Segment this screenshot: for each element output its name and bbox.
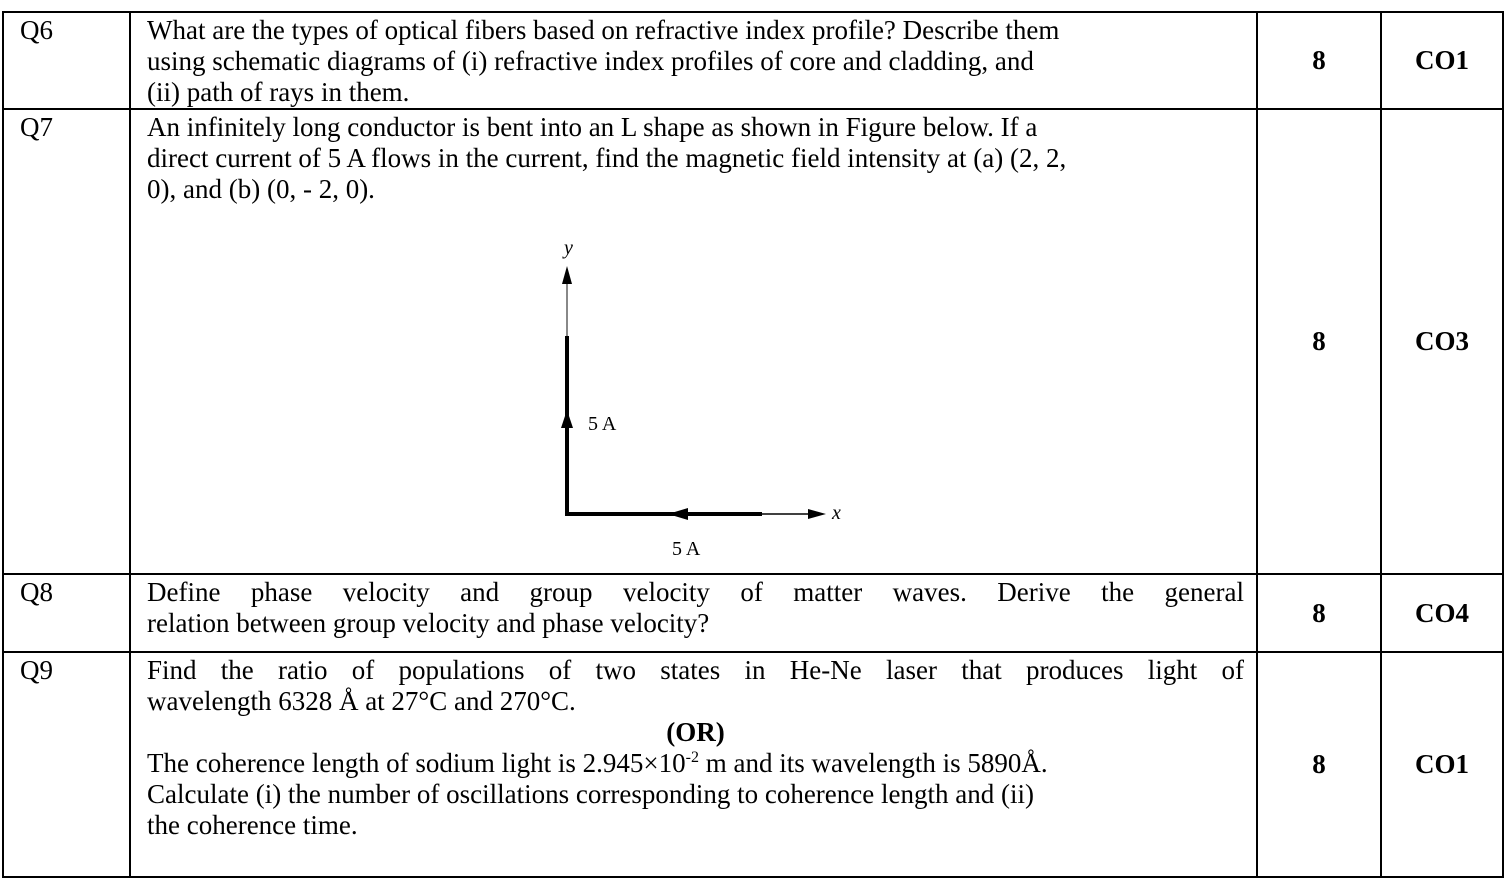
question-text: Find the ratio of populations of two sta… [129,651,1258,878]
text-line: direct current of 5 A flows in the curre… [147,143,1067,173]
text-line: Calculate (i) the number of oscillations… [147,779,1034,809]
question-number: Q9 [2,651,131,878]
question-number: Q6 [2,11,131,110]
text-line: 0), and (b) (0, - 2, 0). [147,174,375,204]
course-outcome: CO4 [1380,573,1504,653]
text: m and its wavelength is 5890Å. [698,748,1048,778]
question-number: Q8 [2,573,131,653]
text-line: An infinitely long conductor is bent int… [147,112,1038,142]
marks: 8 [1256,108,1382,575]
question-text: Define phase velocity and group velocity… [129,573,1258,653]
text-line: using schematic diagrams of (i) refracti… [147,46,1034,76]
text: The coherence length of sodium light is … [147,748,686,778]
row: Q8 Define phase velocity and group veloc… [2,573,1504,653]
course-outcome: CO3 [1380,108,1504,575]
text-line: The coherence length of sodium light is … [147,748,1244,779]
question-table: Q6 What are the types of optical fibers … [2,11,1504,878]
row: Q7 An infinitely long conductor is bent … [2,108,1504,575]
text-line: Define phase velocity and group velocity… [147,577,1244,607]
marks: 8 [1256,573,1382,653]
marks: 8 [1256,651,1382,878]
text-line: the coherence time. [147,810,358,840]
text-line: What are the types of optical fibers bas… [147,15,1060,45]
text-line: (ii) path of rays in them. [147,77,410,107]
row: Q9 Find the ratio of populations of two … [2,651,1504,878]
row: Q6 What are the types of optical fibers … [2,11,1504,110]
course-outcome: CO1 [1380,11,1504,110]
text-line: Find the ratio of populations of two sta… [147,655,1244,685]
course-outcome: CO1 [1380,651,1504,878]
superscript: -2 [685,749,699,766]
page: Q6 What are the types of optical fibers … [2,11,1504,878]
or-label: (OR) [666,717,725,747]
text-line: relation between group velocity and phas… [147,608,710,638]
text-line: wavelength 6328 Å at 27°C and 270°C. [147,686,576,716]
question-text: What are the types of optical fibers bas… [129,11,1258,110]
marks: 8 [1256,11,1382,110]
question-number: Q7 [2,108,131,575]
question-text: An infinitely long conductor is bent int… [129,108,1258,575]
